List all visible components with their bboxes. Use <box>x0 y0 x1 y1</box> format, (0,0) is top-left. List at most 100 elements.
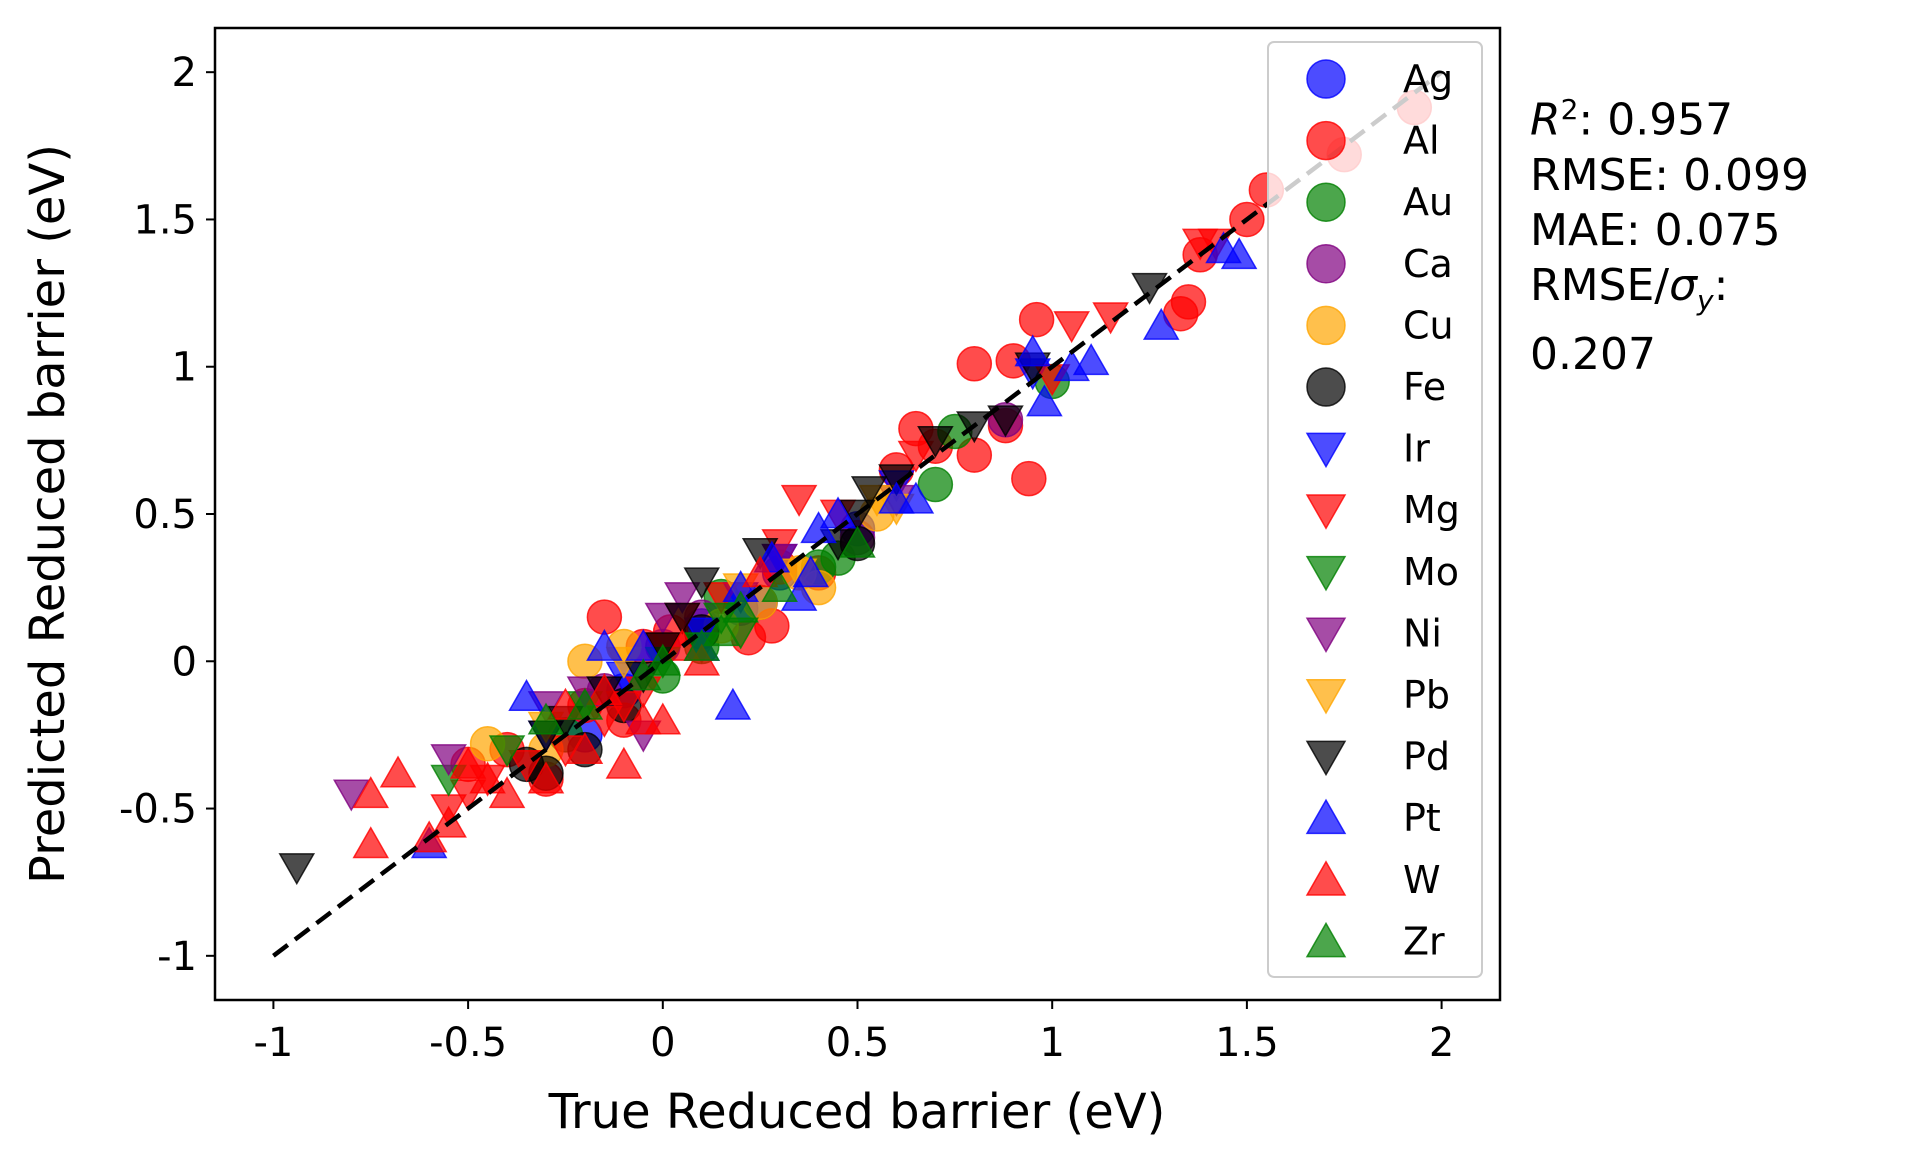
point-mg-3 <box>1053 311 1090 344</box>
y-tick-label: -0.5 <box>119 787 197 833</box>
point-pd-6 <box>850 476 888 509</box>
legend-marker-au <box>1306 182 1346 222</box>
legend-marker-mo <box>1305 555 1347 592</box>
point-w-1 <box>352 826 390 859</box>
y-axis-title: Predicted Reduced barrier (eV) <box>20 144 76 884</box>
rmse-metric: RMSE: 0.099 <box>1530 149 1810 201</box>
legend-marker-ag <box>1306 59 1346 99</box>
x-axis-ticks: -1 -0.5 0 0.5 1 1.5 2 <box>253 1000 1454 1066</box>
x-tick-label: -0.5 <box>429 1020 507 1066</box>
y-tick-label: 1.5 <box>133 197 197 243</box>
r2-symbol: R <box>1530 94 1561 146</box>
point-au-2 <box>917 466 954 503</box>
reference-line-layer <box>272 70 1443 958</box>
legend-label-ag: Ag <box>1403 57 1453 101</box>
point-w-3 <box>449 746 487 779</box>
legend-label-zr: Zr <box>1403 919 1445 963</box>
point-mo-4 <box>488 735 526 768</box>
legend-marker-pb <box>1305 679 1347 715</box>
point-zr-6 <box>839 525 876 558</box>
legend: Ag Al Au Ca Cu Fe Ir Mg Mo Ni Pb Pd Pt W Zr <box>1267 41 1483 978</box>
r2-value: : 0.957 <box>1578 94 1734 146</box>
rmse-sigma-metric: RMSE/σy: <box>1530 258 1809 328</box>
x-tick-label: 1 <box>1039 1020 1064 1066</box>
r2-superscript: 2 <box>1560 93 1579 126</box>
point-pt-3 <box>1072 343 1110 376</box>
legend-marker-fe <box>1306 367 1346 407</box>
legend-label-ir: Ir <box>1403 427 1430 471</box>
point-pd-4 <box>917 426 954 459</box>
point-ni-2 <box>663 582 701 615</box>
metrics-panel: R2: 0.957 RMSE: 0.099 MAE: 0.075 RMSE/σy… <box>1530 82 1809 382</box>
legend-marker-mg <box>1305 494 1347 530</box>
legend-label-ni: Ni <box>1403 611 1442 655</box>
point-w-10 <box>644 702 682 735</box>
mae-metric: MAE: 0.075 <box>1530 204 1781 256</box>
r2-metric: R2: 0.957 <box>1530 82 1809 148</box>
legend-label-au: Au <box>1403 180 1453 224</box>
point-pd-0 <box>278 853 316 886</box>
point-pt-4 <box>1053 349 1090 382</box>
y-tick-label: -1 <box>157 934 197 980</box>
point-pt-10 <box>792 555 830 588</box>
point-pt-5 <box>1026 384 1063 417</box>
point-w-8 <box>605 746 643 779</box>
legend-marker-w <box>1305 860 1347 896</box>
point-pt-1 <box>1205 231 1242 264</box>
point-w-2 <box>379 755 417 788</box>
x-tick-label: 0 <box>650 1020 675 1066</box>
legend-marker-al <box>1306 120 1346 161</box>
y-tick-label: 2 <box>172 50 197 96</box>
point-w-6 <box>527 761 565 794</box>
point-mg-1 <box>1181 228 1219 261</box>
point-ni-1 <box>430 744 467 777</box>
legend-label-mo: Mo <box>1403 550 1459 594</box>
legend-marker-pd <box>1305 740 1347 777</box>
point-pt-18 <box>508 678 545 711</box>
point-al-8 <box>956 346 993 382</box>
point-mg-6 <box>780 484 818 517</box>
point-pt-6 <box>1014 334 1052 367</box>
point-w-7 <box>566 731 604 764</box>
legend-label-ca: Ca <box>1403 242 1453 286</box>
legend-label-w: W <box>1403 858 1441 902</box>
y-tick-label: 0.5 <box>133 492 197 538</box>
point-zr-7 <box>761 569 798 602</box>
legend-marker-cu <box>1306 305 1346 346</box>
point-al-13 <box>1011 460 1047 497</box>
legend-marker-pt <box>1305 798 1347 835</box>
x-tick-label: 0.5 <box>826 1020 890 1066</box>
point-pd-9 <box>683 567 721 600</box>
legend-label-pd: Pd <box>1403 735 1450 779</box>
sigma-symbol: σ <box>1669 259 1697 311</box>
legend-label-cu: Cu <box>1403 303 1454 347</box>
point-pt-2 <box>1142 307 1180 340</box>
point-zr-2 <box>683 628 721 661</box>
legend-label-pt: Pt <box>1403 796 1441 840</box>
sigma-subscript: y <box>1696 283 1714 317</box>
x-axis-title: True Reduced barrier (eV) <box>548 1084 1166 1140</box>
point-w-0 <box>352 776 390 809</box>
point-pd-2 <box>987 405 1024 438</box>
rmse-sigma-colon: : <box>1713 259 1729 311</box>
legend-marker-ca <box>1306 244 1346 284</box>
point-pt-20 <box>897 481 935 514</box>
x-tick-label: 1.5 <box>1215 1020 1279 1066</box>
point-pt-13 <box>714 687 752 720</box>
legend-label-mg: Mg <box>1403 488 1460 532</box>
reference-line <box>272 70 1443 958</box>
y-tick-label: 0 <box>172 639 197 685</box>
point-w-5 <box>488 776 526 809</box>
point-pt-17 <box>586 628 623 661</box>
x-tick-label: 2 <box>1429 1020 1454 1066</box>
legend-label-fe: Fe <box>1403 365 1446 409</box>
x-tick-label: -1 <box>253 1020 293 1066</box>
legend-marker-ir <box>1305 432 1347 469</box>
legend-marker-zr <box>1305 921 1347 958</box>
legend-label-pb: Pb <box>1403 673 1450 717</box>
point-pd-10 <box>663 602 701 635</box>
rmse-sigma-value: 0.207 <box>1530 329 1656 381</box>
point-al-7 <box>1018 301 1055 338</box>
point-ni-0 <box>332 779 370 812</box>
